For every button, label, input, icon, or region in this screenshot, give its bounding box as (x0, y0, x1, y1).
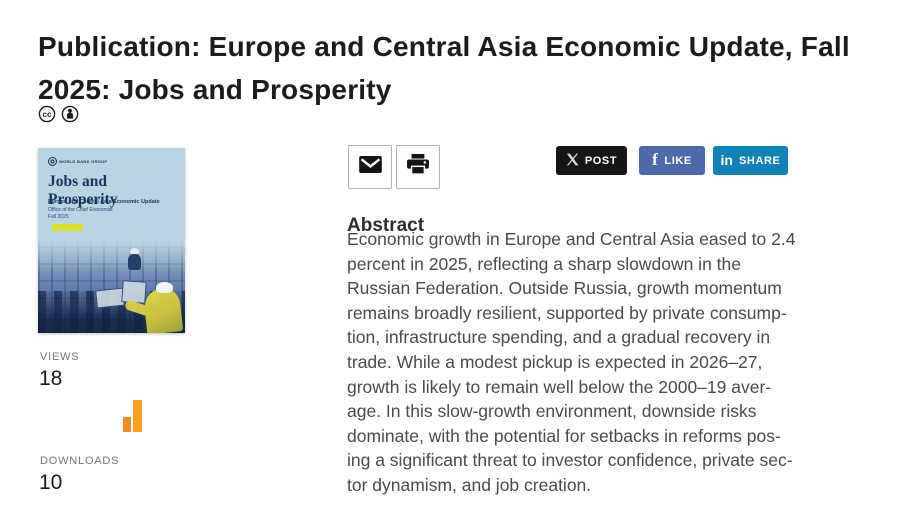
x-post-button[interactable]: POST (556, 146, 627, 175)
cover-photo-worker-background-hat (130, 248, 139, 254)
linkedin-logo-icon: in (720, 151, 733, 168)
printer-icon (407, 154, 429, 180)
linkedin-share-button[interactable]: in SHARE (713, 146, 788, 175)
x-logo-icon (566, 153, 579, 169)
attribution-icon[interactable] (61, 105, 79, 123)
facebook-like-button[interactable]: f LIKE (639, 146, 705, 175)
abstract-heading: Abstract (347, 214, 425, 236)
license-badge[interactable]: cc (38, 105, 79, 123)
worldbank-logo-icon: WORLD BANK GROUP (48, 157, 107, 166)
downloads-label: DOWNLOADS (40, 455, 120, 467)
svg-text:cc: cc (43, 110, 52, 119)
cover-subtitle: Europe and Central Asia Economic Update (48, 199, 160, 205)
print-button[interactable] (396, 145, 440, 189)
facebook-like-label: LIKE (664, 154, 692, 167)
cover-photo-haze (38, 238, 185, 272)
cover-photo-worker-background (128, 254, 141, 270)
cover-badge (52, 224, 83, 231)
page-title: Publication: Europe and Central Asia Eco… (38, 30, 850, 105)
worldbank-globe-icon (48, 157, 57, 166)
cover-title: Jobs and Prosperity (48, 173, 118, 208)
views-count: 18 (39, 367, 63, 390)
bar-chart-icon (123, 400, 143, 432)
bar-chart-large-bar (133, 400, 142, 432)
cover-subtitle-2: Office of the Chief Economist (48, 207, 113, 213)
cc-icon[interactable]: cc (38, 105, 56, 123)
bar-chart-small-bar (123, 417, 131, 432)
cover-photo-monitor (121, 280, 147, 304)
email-button[interactable] (348, 145, 392, 189)
envelope-icon (358, 156, 382, 178)
x-post-label: POST (584, 154, 618, 167)
cover-photo-worker-hat (156, 282, 173, 293)
facebook-logo-icon: f (652, 150, 659, 169)
worldbank-logo-text: WORLD BANK GROUP (59, 159, 108, 164)
cover-edition: Fall 2025 (48, 214, 69, 220)
abstract-text: Economic growth in Europe and Central As… (347, 229, 796, 495)
downloads-count: 10 (39, 471, 63, 494)
cover-photo (38, 238, 185, 333)
views-label: VIEWS (40, 351, 80, 363)
linkedin-share-label: SHARE (738, 154, 781, 167)
cover-photo-monitor (95, 287, 125, 309)
publication-cover-thumbnail[interactable]: WORLD BANK GROUP Jobs and Prosperity Eur… (38, 148, 185, 333)
